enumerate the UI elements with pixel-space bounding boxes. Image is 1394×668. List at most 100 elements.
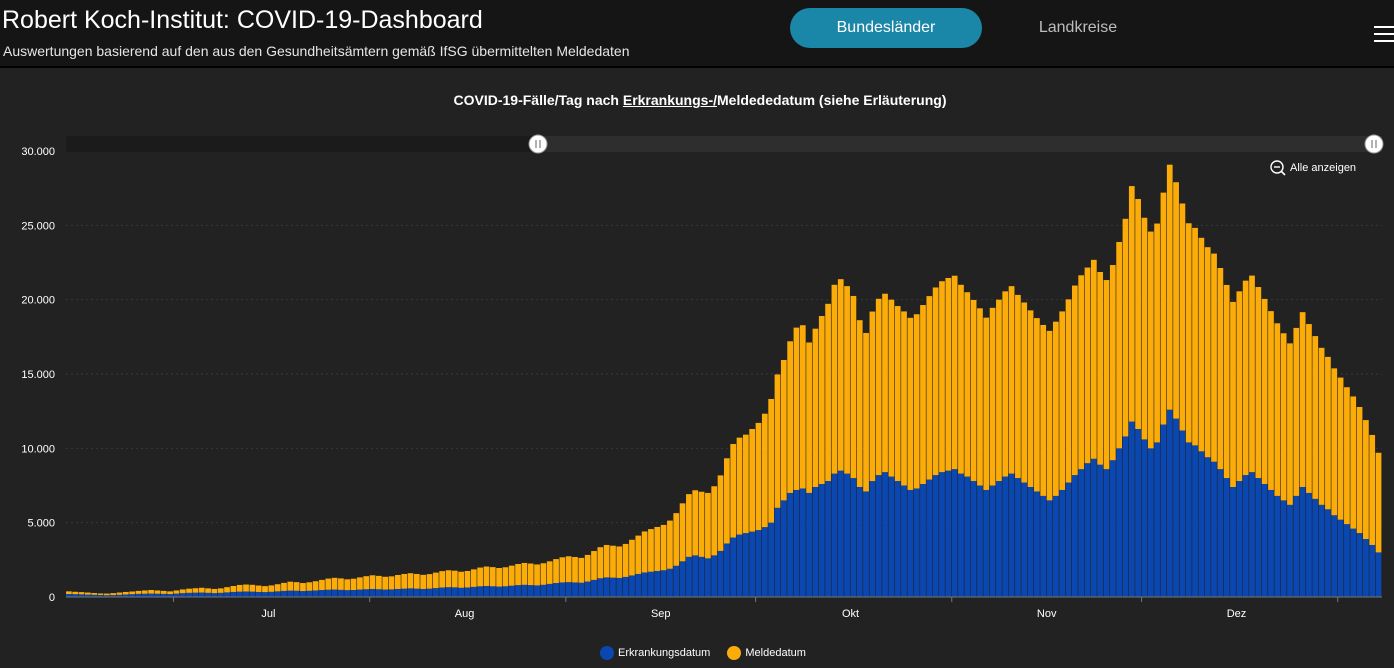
bar-meldedatum[interactable] — [793, 327, 800, 490]
bar-meldedatum[interactable] — [344, 579, 351, 591]
bar-erkrankungsdatum[interactable] — [565, 582, 572, 597]
bar-erkrankungsdatum[interactable] — [856, 486, 863, 597]
bar-erkrankungsdatum[interactable] — [1084, 463, 1091, 597]
bar-meldedatum[interactable] — [1053, 321, 1059, 496]
bar-meldedatum[interactable] — [84, 592, 91, 595]
legend-item-meldedatum[interactable]: Meldedatum — [727, 646, 806, 660]
bar-meldedatum[interactable] — [584, 554, 591, 582]
bar-meldedatum[interactable] — [1363, 420, 1369, 540]
bar-meldedatum[interactable] — [205, 588, 211, 593]
bar-erkrankungsdatum[interactable] — [983, 489, 990, 597]
bar-erkrankungsdatum[interactable] — [122, 594, 129, 597]
bar-meldedatum[interactable] — [217, 588, 224, 593]
bar-erkrankungsdatum[interactable] — [958, 473, 964, 597]
range-slider-start-handle[interactable] — [528, 134, 548, 154]
bar-erkrankungsdatum[interactable] — [1242, 475, 1249, 597]
bar-erkrankungsdatum[interactable] — [724, 543, 730, 597]
bar-meldedatum[interactable] — [382, 576, 389, 590]
bar-meldedatum[interactable] — [1331, 368, 1338, 516]
bar-meldedatum[interactable] — [1021, 302, 1028, 483]
bar-meldedatum[interactable] — [312, 581, 319, 591]
bar-erkrankungsdatum[interactable] — [186, 592, 192, 597]
bar-erkrankungsdatum[interactable] — [540, 584, 547, 597]
bar-erkrankungsdatum[interactable] — [1185, 442, 1192, 597]
bar-erkrankungsdatum[interactable] — [1103, 469, 1110, 597]
bar-erkrankungsdatum[interactable] — [1122, 436, 1129, 597]
bar-erkrankungsdatum[interactable] — [1097, 464, 1104, 597]
bar-erkrankungsdatum[interactable] — [1299, 486, 1306, 597]
bar-erkrankungsdatum[interactable] — [945, 470, 952, 597]
bar-erkrankungsdatum[interactable] — [432, 588, 439, 597]
tab-landkreise[interactable]: Landkreise — [1038, 19, 1118, 36]
bar-erkrankungsdatum[interactable] — [1293, 495, 1300, 597]
bar-erkrankungsdatum[interactable] — [1034, 491, 1040, 597]
bar-erkrankungsdatum[interactable] — [1046, 500, 1053, 597]
bar-erkrankungsdatum[interactable] — [344, 590, 351, 597]
bar-meldedatum[interactable] — [268, 585, 275, 592]
bar-erkrankungsdatum[interactable] — [496, 586, 502, 597]
bar-meldedatum[interactable] — [673, 513, 680, 566]
bar-meldedatum[interactable] — [951, 275, 958, 470]
bar-erkrankungsdatum[interactable] — [939, 472, 945, 597]
bar-meldedatum[interactable] — [1217, 268, 1224, 470]
bar-meldedatum[interactable] — [350, 578, 357, 591]
bar-meldedatum[interactable] — [1109, 265, 1116, 461]
bar-meldedatum[interactable] — [426, 574, 433, 589]
bar-meldedatum[interactable] — [439, 571, 446, 588]
bar-erkrankungsdatum[interactable] — [717, 550, 724, 597]
bar-erkrankungsdatum[interactable] — [129, 594, 135, 597]
bar-meldedatum[interactable] — [780, 360, 787, 501]
bar-erkrankungsdatum[interactable] — [1325, 509, 1331, 597]
bar-meldedatum[interactable] — [945, 277, 952, 471]
bar-meldedatum[interactable] — [546, 561, 553, 584]
bar-erkrankungsdatum[interactable] — [711, 555, 718, 597]
bar-meldedatum[interactable] — [856, 320, 863, 487]
bar-meldedatum[interactable] — [1071, 285, 1078, 476]
bar-meldedatum[interactable] — [553, 559, 559, 584]
bar-erkrankungsdatum[interactable] — [698, 556, 705, 597]
bar-meldedatum[interactable] — [648, 529, 654, 572]
bar-meldedatum[interactable] — [705, 492, 711, 559]
bar-erkrankungsdatum[interactable] — [863, 491, 869, 597]
bar-meldedatum[interactable] — [192, 588, 199, 593]
bar-erkrankungsdatum[interactable] — [1287, 504, 1293, 597]
bar-erkrankungsdatum[interactable] — [932, 475, 939, 597]
bar-erkrankungsdatum[interactable] — [1375, 552, 1382, 597]
bar-erkrankungsdatum[interactable] — [148, 593, 154, 597]
bar-meldedatum[interactable] — [1255, 287, 1262, 479]
bar-erkrankungsdatum[interactable] — [679, 561, 686, 597]
bar-meldedatum[interactable] — [1337, 377, 1344, 520]
bar-meldedatum[interactable] — [831, 284, 838, 474]
bar-erkrankungsdatum[interactable] — [1040, 495, 1047, 597]
bar-erkrankungsdatum[interactable] — [236, 591, 243, 597]
bar-meldedatum[interactable] — [401, 573, 408, 589]
bar-meldedatum[interactable] — [1135, 199, 1141, 430]
bar-meldedatum[interactable] — [521, 562, 528, 585]
bar-erkrankungsdatum[interactable] — [103, 595, 110, 597]
bar-meldedatum[interactable] — [869, 311, 876, 482]
bar-erkrankungsdatum[interactable] — [882, 472, 888, 597]
bar-erkrankungsdatum[interactable] — [825, 481, 831, 597]
bar-erkrankungsdatum[interactable] — [1217, 469, 1224, 597]
bar-meldedatum[interactable] — [692, 490, 699, 556]
bar-meldedatum[interactable] — [882, 293, 888, 473]
bar-meldedatum[interactable] — [211, 588, 218, 594]
bar-meldedatum[interactable] — [160, 590, 167, 594]
bar-erkrankungsdatum[interactable] — [1065, 482, 1072, 597]
bar-meldedatum[interactable] — [477, 567, 483, 587]
bar-erkrankungsdatum[interactable] — [116, 594, 123, 597]
bar-erkrankungsdatum[interactable] — [312, 590, 319, 597]
bar-meldedatum[interactable] — [749, 429, 756, 532]
bar-erkrankungsdatum[interactable] — [597, 578, 604, 597]
bar-meldedatum[interactable] — [300, 583, 306, 592]
bar-meldedatum[interactable] — [420, 574, 427, 589]
bar-meldedatum[interactable] — [407, 573, 414, 589]
bar-meldedatum[interactable] — [1242, 280, 1249, 476]
range-slider-end-handle[interactable] — [1364, 134, 1384, 154]
bar-erkrankungsdatum[interactable] — [584, 581, 591, 597]
bar-erkrankungsdatum[interactable] — [268, 591, 275, 597]
bar-meldedatum[interactable] — [1318, 347, 1325, 505]
bar-erkrankungsdatum[interactable] — [875, 475, 882, 597]
bar-meldedatum[interactable] — [1344, 387, 1350, 525]
bar-erkrankungsdatum[interactable] — [603, 577, 610, 597]
